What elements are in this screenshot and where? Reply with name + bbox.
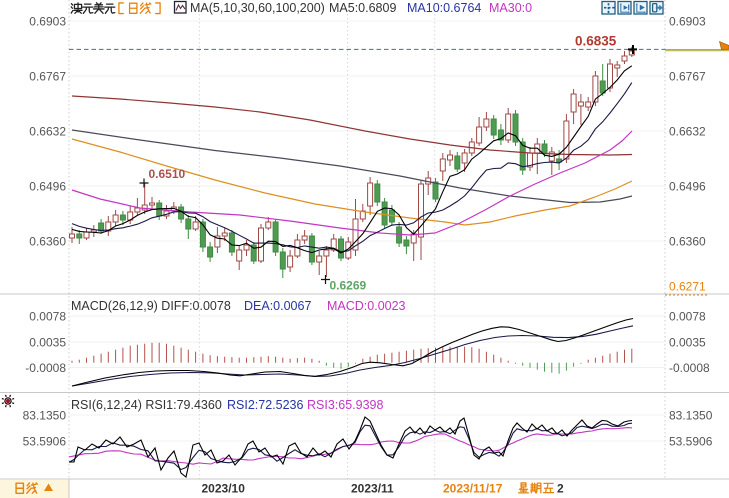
svg-text:0.0078: 0.0078 xyxy=(29,310,66,324)
svg-text:0.6903: 0.6903 xyxy=(669,15,706,29)
svg-text:53.5906: 53.5906 xyxy=(23,435,67,449)
svg-text:0.6767: 0.6767 xyxy=(29,70,66,84)
svg-text:RSI3:65.9398: RSI3:65.9398 xyxy=(307,398,383,412)
svg-text:0.6510: 0.6510 xyxy=(149,167,186,181)
svg-text:0.0078: 0.0078 xyxy=(669,310,706,324)
svg-text:53.5906: 53.5906 xyxy=(669,435,713,449)
svg-text:83.1350: 83.1350 xyxy=(23,409,67,423)
svg-text:-0.0008: -0.0008 xyxy=(25,361,66,375)
svg-text:MA(5,10,30,60,100,200): MA(5,10,30,60,100,200) xyxy=(190,1,325,15)
svg-text:0.6496: 0.6496 xyxy=(669,180,706,194)
svg-text:0.6903: 0.6903 xyxy=(29,15,66,29)
svg-text:MACD:0.0023: MACD:0.0023 xyxy=(327,299,406,313)
svg-text:83.1350: 83.1350 xyxy=(669,409,713,423)
svg-text:0.6269: 0.6269 xyxy=(330,279,367,293)
svg-text:0.0035: 0.0035 xyxy=(669,336,706,350)
svg-text:0.6767: 0.6767 xyxy=(669,70,706,84)
svg-text:MA5:0.6809: MA5:0.6809 xyxy=(329,1,396,15)
svg-text:2023/11: 2023/11 xyxy=(351,482,394,496)
svg-text:2: 2 xyxy=(557,482,564,496)
svg-text:0.6835: 0.6835 xyxy=(575,34,617,49)
svg-text:DEA:0.0067: DEA:0.0067 xyxy=(244,299,311,313)
svg-text:RSI2:72.5236: RSI2:72.5236 xyxy=(227,398,303,412)
svg-text:2023/11/17: 2023/11/17 xyxy=(443,482,503,496)
svg-text:-0.0008: -0.0008 xyxy=(669,361,710,375)
svg-text:2023/10: 2023/10 xyxy=(202,482,246,496)
svg-text:0.6632: 0.6632 xyxy=(29,125,66,139)
svg-text:0.6271: 0.6271 xyxy=(669,280,706,294)
svg-text:MA30:0: MA30:0 xyxy=(489,1,532,15)
svg-text:0.6360: 0.6360 xyxy=(29,235,66,249)
svg-text:MACD(26,12,9) DIFF:0.0078: MACD(26,12,9) DIFF:0.0078 xyxy=(71,299,231,313)
svg-text:0.6360: 0.6360 xyxy=(669,235,706,249)
svg-text:RSI(6,12,24) RSI1:79.4360: RSI(6,12,24) RSI1:79.4360 xyxy=(71,398,222,412)
svg-text:0.6496: 0.6496 xyxy=(29,180,66,194)
svg-text:0.0035: 0.0035 xyxy=(29,336,66,350)
svg-text:0.6632: 0.6632 xyxy=(669,125,706,139)
svg-text:MA10:0.6764: MA10:0.6764 xyxy=(407,1,481,15)
